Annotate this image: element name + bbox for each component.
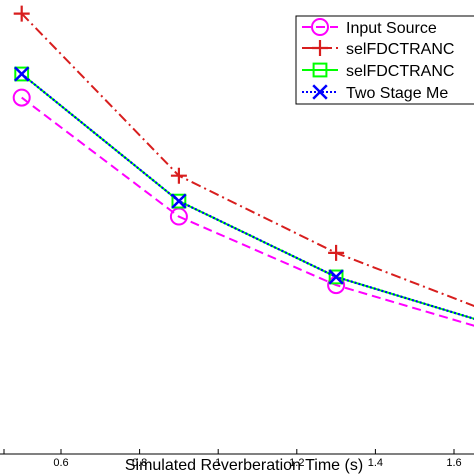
data-point-3-1	[14, 66, 30, 82]
legend-marker-4	[312, 84, 328, 100]
legend-marker-2	[312, 40, 328, 56]
series-1	[12, 88, 474, 327]
data-point-1-2	[169, 207, 188, 226]
legend-label-4: Two Stage Me	[346, 85, 448, 102]
x-tick-label-5: 1.4	[368, 457, 383, 469]
legend: Input Source selFDCTRANC selFDCTRANC Two St…	[295, 15, 474, 105]
x-tick-label-4: 1.2	[289, 457, 304, 469]
legend-marker-1	[311, 18, 329, 36]
series-4	[14, 66, 474, 320]
data-point-4-2	[171, 193, 187, 209]
x-tick-label-6: 1.6	[446, 457, 461, 469]
legend-label-2: selFDCTRANC	[346, 41, 454, 58]
data-point-2-3	[328, 244, 345, 261]
data-point-2-2	[170, 167, 187, 184]
legend-label-3: selFDCTRANC	[346, 63, 454, 80]
legend-marker-3	[312, 62, 328, 78]
x-axis-label: Simulated Reverberation Time (s)	[125, 457, 363, 474]
data-point-3-2	[171, 193, 187, 209]
legend-entry-4: Two Stage Me	[302, 84, 448, 102]
data-point-2-1	[13, 5, 30, 22]
legend-entry-2: selFDCTRANC	[302, 40, 454, 58]
legend-label-1: Input Source	[346, 20, 437, 37]
series-3	[14, 66, 474, 320]
series-2	[13, 5, 474, 307]
data-point-3-3	[328, 269, 344, 285]
data-point-4-3	[328, 269, 344, 285]
series-layer	[12, 5, 474, 327]
series-line-1	[21, 96, 474, 327]
legend-entry-1: Input Source	[302, 18, 437, 37]
series-line-3	[21, 73, 474, 320]
legend-entry-3: selFDCTRANC	[302, 62, 454, 80]
legend-box	[295, 15, 474, 105]
x-tick-label-2: 0.8	[132, 457, 147, 469]
series-line-2	[20, 12, 474, 307]
x-tick-label-1: 0.6	[53, 457, 68, 469]
x-ticks: 0.6 0.8 1 1.2 1.4 1.6	[3, 449, 462, 469]
data-point-1-1	[12, 88, 31, 107]
data-point-4-1	[14, 66, 30, 82]
series-line-4	[21, 73, 474, 320]
x-tick-label-3: 1	[215, 457, 221, 469]
